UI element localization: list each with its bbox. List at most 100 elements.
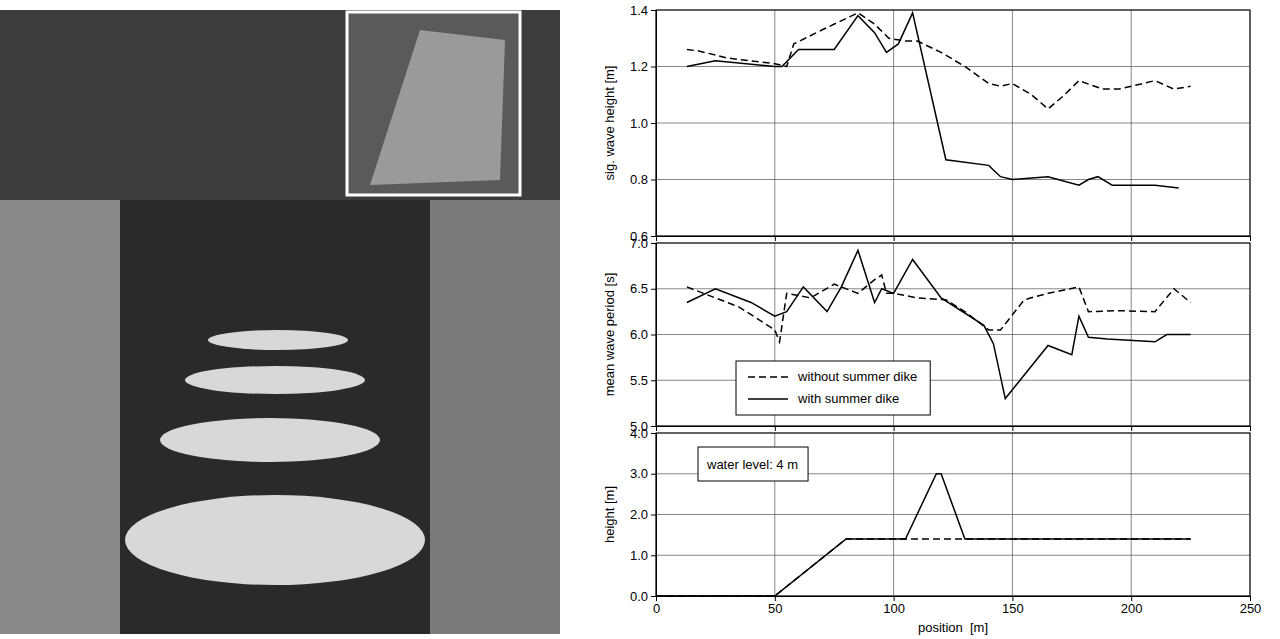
x-tick-label: 200 xyxy=(1121,601,1143,616)
x-tick-mark xyxy=(1012,426,1013,431)
x-tick-label: 150 xyxy=(1002,601,1024,616)
y-tick-label: 3.0 xyxy=(630,466,648,481)
y-tick: 1.0 xyxy=(630,116,656,131)
x-tick: 100 xyxy=(883,596,905,616)
photo-foam xyxy=(125,495,425,585)
legend-box xyxy=(736,361,930,415)
y-axis-line xyxy=(651,244,657,427)
grid-line-x xyxy=(893,10,894,236)
y-tick-label: 6.0 xyxy=(630,327,648,342)
y-axis-line xyxy=(651,434,657,597)
y-tick-label: 1.0 xyxy=(630,116,648,131)
photo-channel xyxy=(120,200,430,634)
photo-inset-structure xyxy=(370,30,505,185)
figure: 0.60.81.01.21.4sig. wave height [m]5.05.… xyxy=(0,0,1280,639)
y-tick-label: 5.5 xyxy=(630,373,648,388)
photo-wall-right xyxy=(430,200,560,634)
y-axis-title: height [m] xyxy=(602,486,617,543)
y-tick: 0.8 xyxy=(630,172,656,187)
x-axis-line xyxy=(657,427,1251,432)
x-tick: 0 xyxy=(653,596,660,616)
plot-frame xyxy=(656,243,1250,426)
y-tick-label: 0.8 xyxy=(630,172,648,187)
y-tick-label: 7.0 xyxy=(630,236,648,251)
photo-foam xyxy=(185,366,365,394)
y-tick-label: 6.5 xyxy=(630,281,648,296)
x-tick-mark xyxy=(894,236,895,241)
photo-foam xyxy=(160,418,380,462)
y-tick-mark xyxy=(651,243,656,244)
annotation: water level: 4 m xyxy=(698,447,808,481)
grid-line-x xyxy=(893,433,894,596)
legend-swatch xyxy=(748,376,788,378)
x-tick xyxy=(894,236,895,241)
y-axis-title: mean wave period [s] xyxy=(602,273,617,397)
data-line xyxy=(687,250,1191,398)
y-tick-mark xyxy=(651,236,656,237)
x-axis xyxy=(657,426,1251,431)
legend-label: with summer dike xyxy=(797,391,899,406)
panel: 0.01.02.03.04.0050100150200250height [m]… xyxy=(602,426,1261,635)
photo-background xyxy=(0,10,560,634)
data-line xyxy=(687,13,1179,188)
y-tick-mark xyxy=(651,426,656,427)
y-tick-mark xyxy=(651,10,656,11)
x-tick: 50 xyxy=(768,596,782,616)
x-tick-mark xyxy=(1012,236,1013,241)
y-tick-label: 0.0 xyxy=(630,589,648,604)
x-tick-mark xyxy=(775,236,776,241)
grid-line-x xyxy=(1131,433,1132,596)
data-line xyxy=(656,539,1191,596)
y-tick-mark xyxy=(651,515,656,516)
y-tick: 1.0 xyxy=(630,548,656,563)
y-tick: 6.5 xyxy=(630,281,656,296)
x-tick xyxy=(775,426,776,431)
x-axis xyxy=(657,236,1251,241)
x-tick xyxy=(1131,426,1132,431)
series-group xyxy=(687,13,1191,188)
x-tick xyxy=(1131,236,1132,241)
y-tick-mark xyxy=(651,555,656,556)
plot-frame xyxy=(656,433,1250,596)
legend-label: without summer dike xyxy=(797,369,917,384)
grid xyxy=(656,10,1250,236)
grid-line-x xyxy=(1012,10,1013,236)
y-tick-mark xyxy=(651,596,656,597)
y-tick-label: 1.0 xyxy=(630,548,648,563)
grid xyxy=(656,243,1250,426)
x-tick-mark xyxy=(656,236,657,241)
y-tick-mark xyxy=(651,289,656,290)
y-tick-mark xyxy=(651,180,656,181)
x-axis-line xyxy=(657,237,1251,242)
y-axis-line xyxy=(651,11,657,237)
grid-line-x xyxy=(1012,433,1013,596)
panel: 5.05.56.06.57.0mean wave period [s]witho… xyxy=(602,236,1251,434)
grid-line-x xyxy=(1131,243,1132,426)
y-tick-mark xyxy=(651,474,656,475)
y-tick-mark xyxy=(651,380,656,381)
photo-foam xyxy=(208,330,348,350)
x-tick-label: 50 xyxy=(768,601,782,616)
plot-frame xyxy=(656,10,1250,236)
x-tick xyxy=(894,426,895,431)
x-tick xyxy=(1250,236,1251,241)
series-group xyxy=(687,250,1191,398)
y-tick: 6.0 xyxy=(630,327,656,342)
x-tick-mark xyxy=(656,426,657,431)
grid-line-y xyxy=(656,334,1250,335)
x-tick-label: 0 xyxy=(653,601,660,616)
grid-line-x xyxy=(774,10,775,236)
x-tick: 150 xyxy=(1002,596,1024,616)
x-tick-mark xyxy=(1250,426,1251,431)
photo-inset xyxy=(347,12,520,195)
panel: 0.60.81.01.21.4sig. wave height [m] xyxy=(602,3,1251,244)
y-axis-title: sig. wave height [m] xyxy=(602,66,617,181)
y-tick: 3.0 xyxy=(630,466,656,481)
data-line xyxy=(687,13,1191,109)
data-line xyxy=(656,474,1191,596)
grid-line-y xyxy=(656,514,1250,515)
grid-line-y xyxy=(656,288,1250,289)
x-tick: 250 xyxy=(1240,596,1262,616)
grid-line-y xyxy=(656,66,1250,67)
y-tick: 5.5 xyxy=(630,373,656,388)
